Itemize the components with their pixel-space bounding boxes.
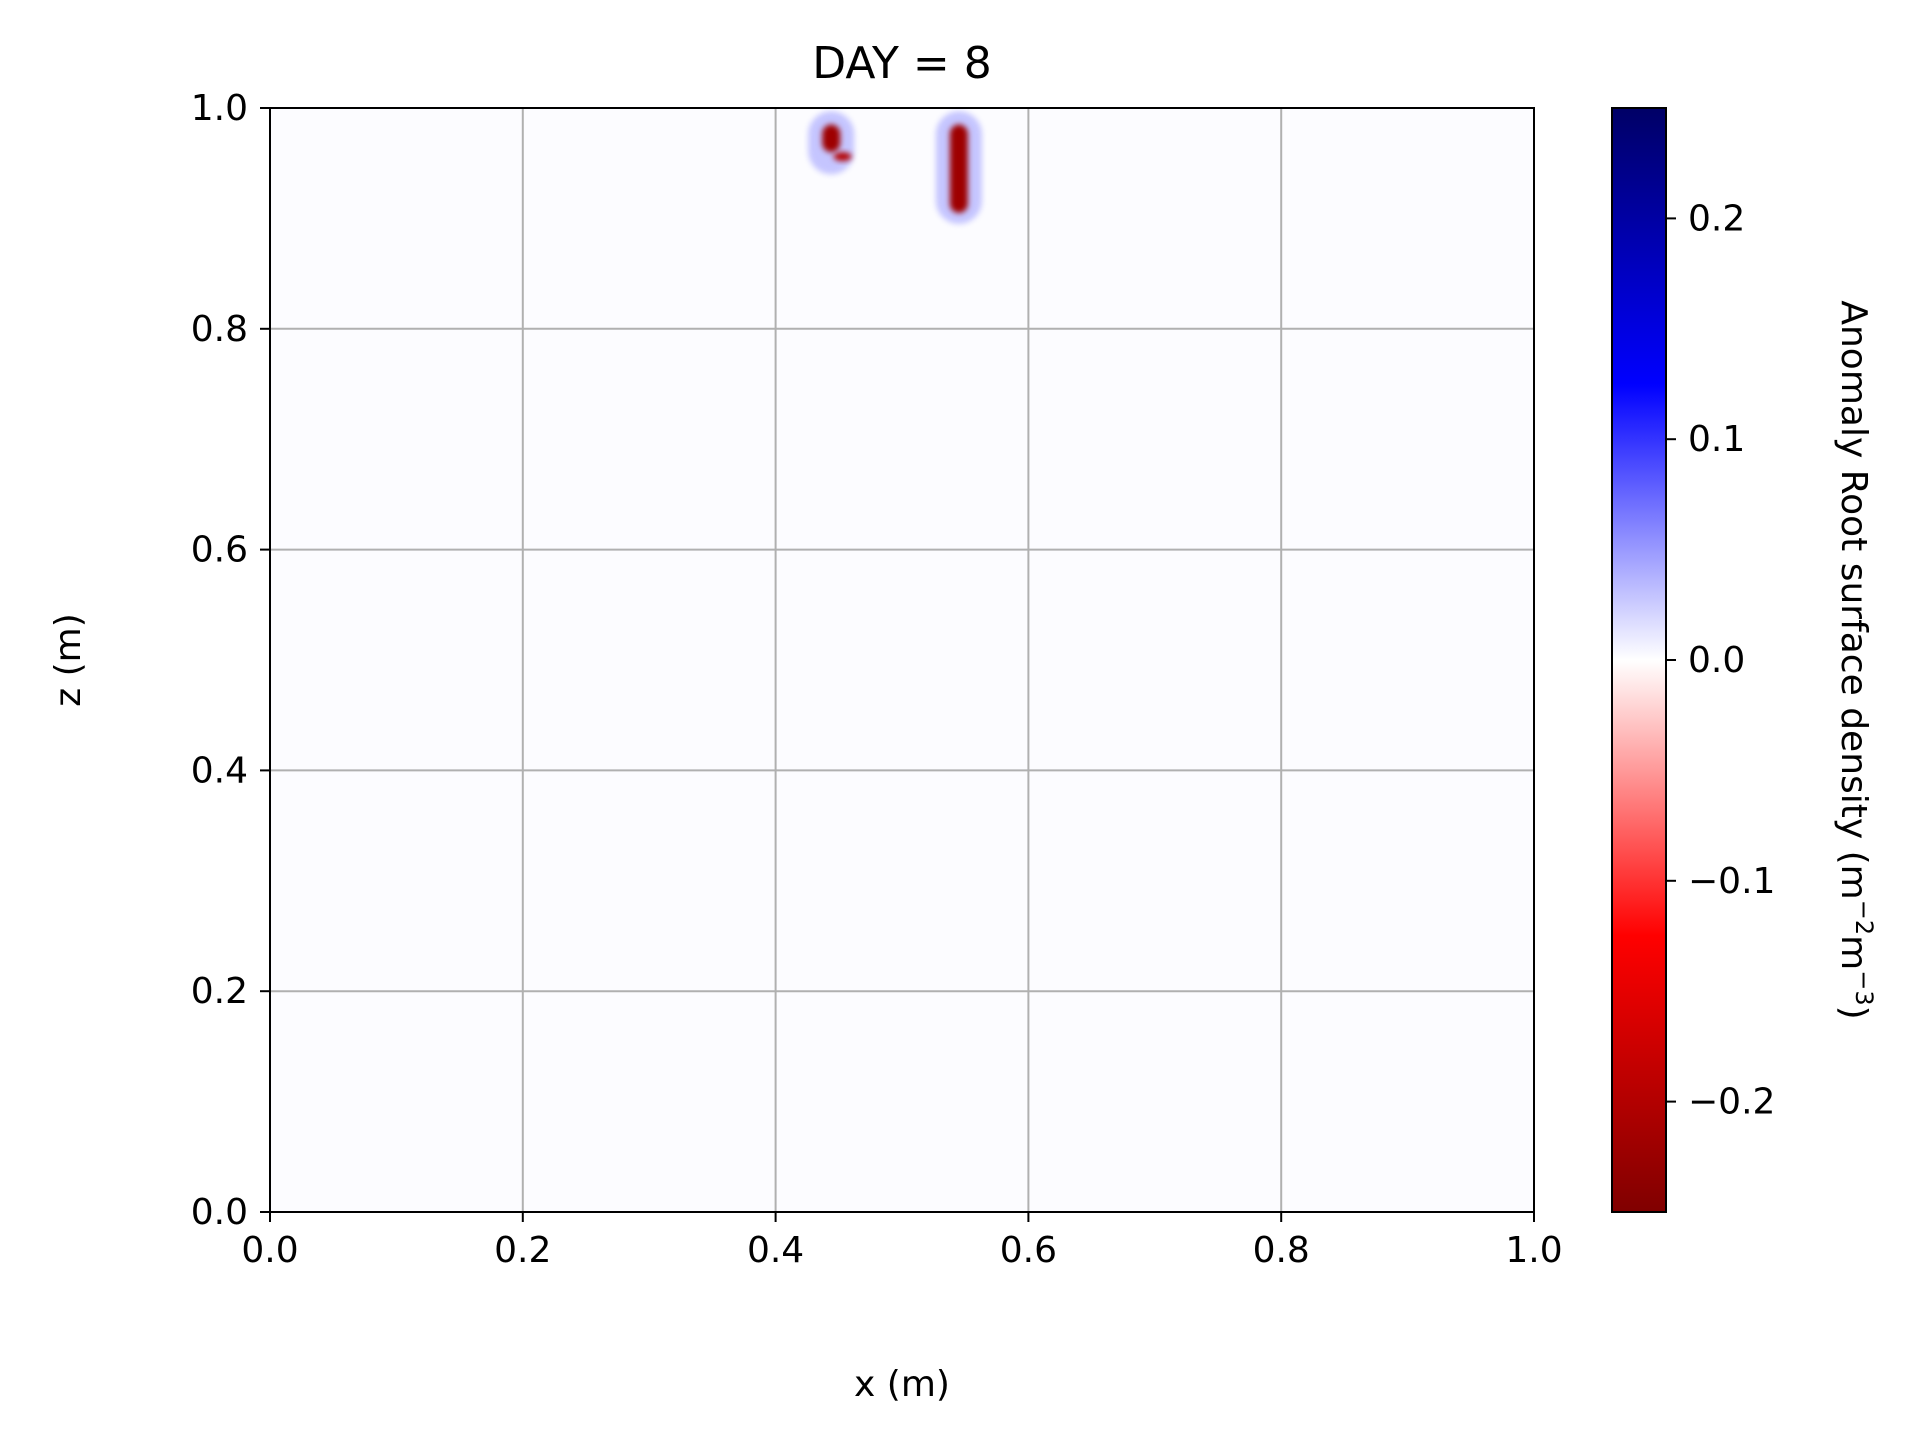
colorbar-label-mid: m bbox=[1833, 935, 1874, 970]
root-anomaly-right bbox=[949, 124, 968, 213]
chart-title: DAY = 8 bbox=[812, 38, 992, 89]
x-axis-title: x (m) bbox=[854, 1364, 950, 1405]
y-axis-ticks: 0.0 0.2 0.4 0.6 0.8 1.0 bbox=[191, 88, 270, 1233]
colorbar-label-exp1: −2 bbox=[1850, 900, 1878, 935]
x-tick-label: 1.0 bbox=[1505, 1230, 1562, 1271]
y-tick-label: 0.2 bbox=[191, 971, 248, 1012]
plot-area bbox=[270, 108, 1534, 1212]
y-tick-label: 0.6 bbox=[191, 530, 248, 571]
colorbar-label-exp2: −3 bbox=[1850, 970, 1878, 1005]
x-axis-ticks: 0.0 0.2 0.4 0.6 0.8 1.0 bbox=[241, 1212, 1563, 1271]
root-anomaly-left bbox=[822, 124, 841, 153]
x-tick-label: 0.0 bbox=[241, 1230, 298, 1271]
colorbar-tick-label: 0.0 bbox=[1688, 640, 1745, 681]
x-tick-label: 0.4 bbox=[747, 1230, 804, 1271]
heatmap-features bbox=[808, 111, 982, 224]
colorbar-ticks: 0.2 0.1 0.0 −0.1 −0.2 bbox=[1666, 198, 1775, 1123]
y-axis-title: z (m) bbox=[48, 613, 89, 707]
colorbar-tick-label: 0.2 bbox=[1688, 198, 1745, 239]
x-tick-label: 0.2 bbox=[494, 1230, 551, 1271]
plot-frame bbox=[269, 107, 1535, 1213]
colorbar-tick-label: −0.2 bbox=[1688, 1082, 1775, 1123]
x-tick-label: 0.8 bbox=[1253, 1230, 1310, 1271]
colorbar-label-end: ) bbox=[1833, 1006, 1874, 1020]
colorbar-label-main: Anomaly Root surface density (m bbox=[1833, 300, 1874, 899]
x-tick-label: 0.6 bbox=[1000, 1230, 1057, 1271]
colorbar-label: Anomaly Root surface density (m−2m−3) bbox=[1833, 300, 1878, 1019]
y-tick-label: 0.4 bbox=[191, 750, 248, 791]
colorbar-tick-label: −0.1 bbox=[1688, 861, 1775, 902]
y-tick-label: 1.0 bbox=[191, 88, 248, 129]
y-tick-label: 0.8 bbox=[191, 309, 248, 350]
colorbar bbox=[1611, 107, 1667, 1213]
root-anomaly-left-tip bbox=[833, 152, 852, 161]
y-tick-label: 0.0 bbox=[191, 1192, 248, 1233]
colorbar-tick-label: 0.1 bbox=[1688, 419, 1745, 460]
